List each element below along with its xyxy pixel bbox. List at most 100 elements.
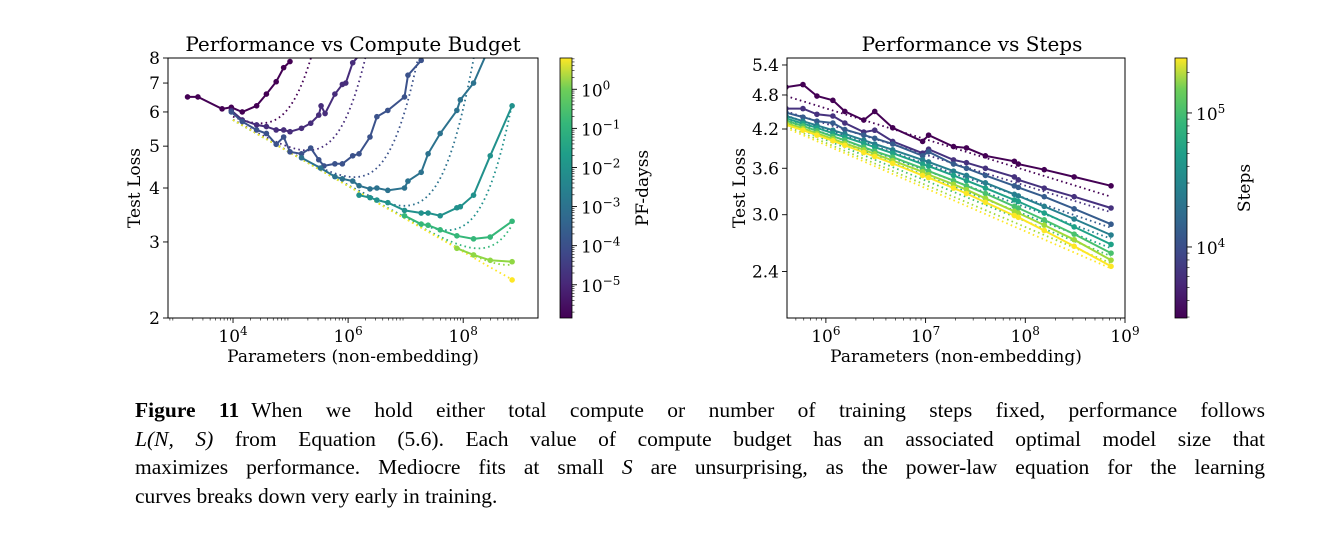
data-point [925, 159, 932, 165]
data-point [418, 210, 424, 216]
data-point [273, 141, 279, 148]
data-point [1041, 210, 1048, 216]
data-point [253, 127, 260, 133]
data-point [239, 109, 246, 115]
data-point [385, 107, 391, 114]
data-point [950, 157, 957, 163]
data-point [332, 173, 338, 180]
data-point [950, 185, 957, 191]
data-point [919, 161, 926, 167]
data-point [349, 178, 356, 184]
data-point [367, 194, 373, 201]
colorbar-tick-label: 10−1 [581, 117, 620, 140]
data-point [860, 117, 867, 123]
data-point [307, 120, 314, 127]
data-point [195, 94, 201, 100]
data-point [367, 134, 373, 140]
data-point [1041, 222, 1048, 228]
caption-math: S [621, 455, 633, 479]
data-point [219, 106, 225, 112]
data-point [1041, 227, 1048, 234]
y-tick-label: 4 [149, 179, 160, 199]
colorbar [1174, 57, 1188, 319]
data-point [925, 132, 932, 138]
x-tick-label: 106 [811, 324, 840, 347]
tick-exponent: 8 [1032, 324, 1040, 338]
axes-frame [167, 57, 539, 319]
series-line [358, 105, 514, 217]
data-point [401, 185, 408, 191]
data-point [787, 84, 789, 90]
y-tick-label: 8 [149, 49, 160, 69]
data-point [385, 199, 391, 206]
data-point [437, 227, 443, 233]
colorbar-tick-label: 10−4 [581, 235, 621, 258]
fit-curve [232, 119, 512, 280]
data-point [950, 143, 957, 150]
colorbar-label: Steps [1235, 164, 1255, 212]
fit-curve [787, 95, 1112, 198]
data-point [1108, 205, 1114, 211]
data-point [871, 153, 878, 160]
data-point [263, 123, 270, 130]
series-line [230, 58, 359, 133]
data-point [963, 172, 970, 179]
tick-base: 10 [581, 81, 603, 101]
data-point [1015, 161, 1022, 167]
axes-frame [786, 57, 1126, 319]
data-point [318, 103, 324, 109]
data-point [437, 212, 443, 219]
data-point [1108, 263, 1114, 270]
data-point [830, 97, 836, 104]
data-point [470, 80, 477, 86]
colorbar-tick-label: 100 [581, 78, 610, 101]
series-line [187, 60, 291, 114]
series-line [787, 124, 1112, 268]
data-point [253, 103, 260, 109]
y-tick-label: 3 [149, 233, 160, 253]
data-point [1071, 243, 1077, 250]
data-point [982, 165, 989, 172]
data-point [332, 161, 338, 167]
data-point [963, 165, 970, 172]
y-tick-label: 4.8 [752, 86, 779, 106]
data-point [1108, 232, 1114, 238]
colorbar-tick-label: 10−5 [581, 274, 620, 297]
chart-title: Performance vs Compute Budget [185, 32, 520, 56]
data-point [842, 142, 848, 149]
data-point [814, 132, 820, 138]
y-tick-label: 2.4 [752, 263, 779, 283]
data-point [401, 94, 408, 100]
data-point [298, 151, 305, 157]
data-point [457, 97, 464, 103]
data-point [509, 258, 515, 265]
data-point [889, 150, 896, 156]
data-point [374, 185, 380, 191]
data-point [814, 93, 820, 99]
plot-area [184, 58, 515, 283]
data-point [919, 138, 926, 145]
tick-base: 10 [581, 159, 603, 179]
fit-curve [232, 58, 419, 178]
data-point [1071, 193, 1077, 200]
data-point [374, 197, 380, 203]
data-point [1015, 214, 1022, 221]
tick-base: 10 [1011, 327, 1033, 347]
data-point [298, 154, 305, 161]
data-point [1015, 177, 1022, 183]
data-point [401, 212, 408, 219]
data-point [919, 157, 926, 163]
colorbar [559, 57, 573, 319]
series-line [301, 58, 486, 192]
data-point [1071, 174, 1077, 180]
data-point [349, 59, 356, 66]
data-point [860, 149, 867, 156]
data-point [287, 58, 293, 65]
data-point [800, 105, 806, 112]
data-point [963, 145, 970, 151]
caption-text: from Equation (5.6). Each value of compu… [213, 426, 1265, 451]
data-point [925, 174, 932, 181]
data-point [982, 199, 989, 206]
tick-exponent: 0 [603, 78, 611, 92]
data-point [425, 210, 431, 216]
